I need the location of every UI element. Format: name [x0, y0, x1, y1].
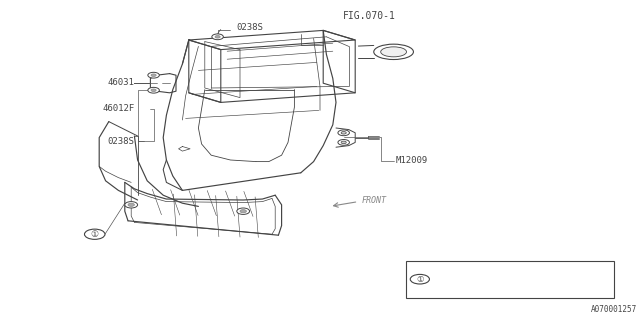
Circle shape	[151, 89, 156, 92]
Circle shape	[128, 203, 134, 206]
Circle shape	[148, 87, 159, 93]
Ellipse shape	[374, 44, 413, 60]
Text: W140038 (-'09MY0902): W140038 (-'09MY0902)	[438, 266, 536, 275]
Circle shape	[341, 132, 346, 134]
Text: 46031: 46031	[108, 78, 134, 87]
Circle shape	[212, 34, 223, 40]
Text: 46012F: 46012F	[102, 104, 134, 113]
Bar	[406, 261, 614, 298]
Circle shape	[338, 130, 349, 136]
Circle shape	[237, 208, 250, 214]
Circle shape	[125, 202, 138, 208]
Circle shape	[151, 74, 156, 76]
Circle shape	[215, 36, 220, 38]
Text: ①: ①	[416, 275, 424, 284]
Text: W140063 ('09MY0902-): W140063 ('09MY0902-)	[438, 284, 536, 292]
Circle shape	[338, 140, 349, 145]
Text: FRONT: FRONT	[362, 196, 387, 204]
Text: 0238S: 0238S	[108, 137, 134, 146]
Circle shape	[240, 210, 246, 213]
Text: ①: ①	[91, 230, 99, 239]
Text: A070001257: A070001257	[591, 305, 637, 314]
Text: FIG.070-1: FIG.070-1	[342, 11, 396, 21]
Circle shape	[148, 72, 159, 78]
Ellipse shape	[381, 47, 406, 57]
Circle shape	[84, 229, 105, 239]
Text: M12009: M12009	[396, 156, 428, 165]
Circle shape	[341, 141, 346, 144]
Text: 0238S: 0238S	[237, 23, 264, 32]
Circle shape	[410, 275, 429, 284]
